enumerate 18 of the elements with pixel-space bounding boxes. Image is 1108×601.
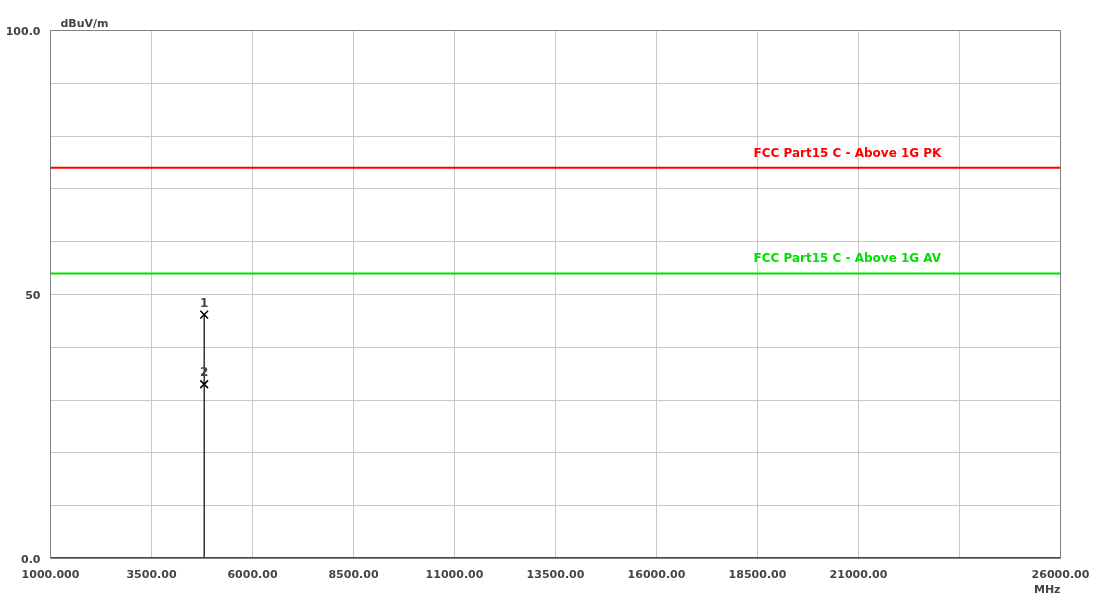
ref-line-label: FCC Part15 C - Above 1G AV: [753, 251, 942, 266]
y-tick-label: 50: [25, 288, 41, 302]
y-axis-title: dBuV/m: [60, 16, 109, 30]
x-tick-label: 18500.00: [728, 567, 787, 581]
x-tick-label: 6000.00: [227, 567, 278, 581]
x-tick-label: 13500.00: [526, 567, 585, 581]
x-axis-title: MHz: [1033, 582, 1061, 596]
x-tick-label: 26000.00: [1031, 567, 1090, 581]
x-tick-label: 21000.00: [829, 567, 888, 581]
y-tick-label: 100.0: [5, 24, 41, 38]
ref-line-label: FCC Part15 C - Above 1G PK: [753, 145, 943, 160]
x-tick-label: 3500.00: [126, 567, 177, 581]
x-tick-label: 16000.00: [627, 567, 686, 581]
annotation: 1: [200, 295, 209, 310]
x-tick-label: 1000.000: [21, 567, 80, 581]
x-tick-label: 11000.00: [425, 567, 484, 581]
y-tick-label: 0.0: [21, 552, 41, 566]
x-tick-label: 8500.00: [328, 567, 379, 581]
